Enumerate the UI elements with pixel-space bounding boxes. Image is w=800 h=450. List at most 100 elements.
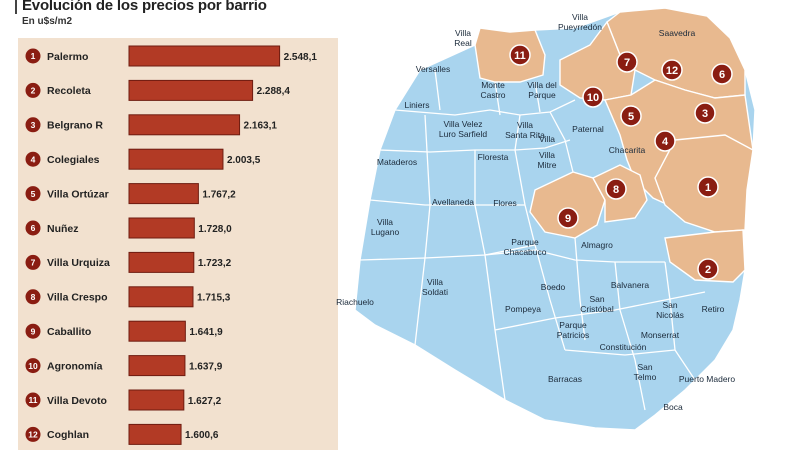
neighborhood-label-villa-mitre: Villa Mitre [538,150,557,170]
chart-title: Evolución de los precios por barrio [22,0,267,14]
neighborhood-label-versalles: Versalles [416,64,451,74]
map-border [664,261,696,381]
chart-panel [18,38,338,450]
svg-text:11: 11 [514,50,526,62]
value-label: 1.600,6 [185,430,219,441]
rank-badge [25,426,41,442]
bar [128,79,254,101]
map-marker-9: 9 [557,207,579,229]
map-border [484,249,665,263]
rank-badge [25,220,41,236]
svg-text:5: 5 [628,111,634,123]
value-label: 1.767,2 [202,189,236,200]
value-label: 1.627,2 [188,396,222,407]
category-label: Palermo [47,51,88,63]
map-marker-6: 6 [711,63,733,85]
neighborhood-label-villa-soldati: Villa Soldati [422,277,448,297]
map-border [494,81,501,116]
map-border [614,261,646,411]
rank-label: 7 [31,258,36,268]
rank-badge [25,392,41,408]
map-region [559,20,636,101]
neighborhood-label-boca: Boca [663,402,683,412]
map-marker-5: 5 [620,105,642,127]
bar [128,45,281,67]
neighborhood-label-san-telmo: San Telmo [634,362,657,382]
price-bar-chart: 1 Palermo 2.548,1 2 Recoleta 2.288,4 3 Belgrano… [25,45,317,445]
bar-row: 6 Nuñez 1.728,0 [25,217,232,239]
neighborhood-label-villa-real: Villa Real [454,28,472,48]
neighborhood-label-san-nicolas: San Nicolás [656,300,684,320]
neighborhood-label-mataderos: Mataderos [377,157,417,167]
rank-label: 3 [31,120,36,130]
bar [128,423,182,445]
map-border [494,291,706,331]
neighborhood-label-almagro: Almagro [581,240,613,250]
bar-row: 5 Villa Ortúzar 1.767,2 [25,183,236,205]
rank-label: 4 [31,154,36,164]
map-marker-7: 7 [616,51,638,73]
buenos-aires-map: Saavedra Villa Pueyrredón Villa Real Versalle… [336,7,756,431]
neighborhood-label-villa-santa-rita: Villa Santa Rita [505,120,545,140]
bar-row: 11 Villa Devoto 1.627,2 [25,389,222,411]
neighborhood-label-chacarita: Chacarita [609,145,646,155]
map-marker-1: 1 [697,176,719,198]
neighborhood-label-barracas: Barracas [548,374,582,384]
neighborhood-label-parque-chacabuco: Parque Chacabuco [503,237,546,257]
svg-text:4: 4 [662,136,669,148]
neighborhood-label-retiro: Retiro [702,304,725,314]
neighborhood-label-avellaneda: Avellaneda [432,197,474,207]
chart-subtitle: En u$s/m2 [22,16,73,27]
map-region [529,171,606,239]
bar [128,355,186,377]
map-marker-10: 10 [582,86,604,108]
value-label: 1.641,9 [189,327,223,338]
neighborhood-label-liniers: Liniers [404,100,429,110]
value-label: 1.637,9 [189,361,223,372]
bar [128,148,224,170]
value-label: 2.288,4 [257,86,291,97]
svg-text:8: 8 [613,184,619,196]
category-label: Agronomía [47,360,103,372]
neighborhood-label-parque-patricios: Parque Patricios [557,320,590,340]
category-label: Belgrano R [47,120,103,132]
rank-label: 8 [31,292,36,302]
svg-text:7: 7 [624,57,630,69]
category-label: Villa Ortúzar [47,188,109,200]
neighborhood-label-monte-castro: Monte Castro [480,80,505,100]
neighborhood-label-flores: Flores [493,198,517,208]
neighborhood-label-san-cristobal: San Cristóbal [580,294,614,314]
rank-label: 11 [29,395,38,405]
svg-text:9: 9 [565,213,571,225]
map-border [394,99,576,116]
neighborhood-label-villa-lugano: Villa Lugano [371,217,400,237]
rank-label: 10 [28,361,38,371]
rank-badge [25,82,41,98]
svg-text:12: 12 [666,65,678,77]
neighborhood-label-paternal: Paternal [572,124,604,134]
rank-badge [25,289,41,305]
map-border [564,349,676,356]
value-label: 2.003,5 [227,155,261,166]
bar-row: 7 Villa Urquiza 1.723,2 [25,251,232,273]
bar-row: 10 Agronomía 1.637,9 [25,355,223,377]
neighborhood-label-monserrat: Monserrat [641,330,680,340]
bar [128,389,185,411]
svg-text:1: 1 [705,182,711,194]
category-label: Colegiales [47,154,100,166]
neighborhood-label-villa-velez: Villa Velez Luro Sarfield [439,119,487,139]
category-label: Villa Urquiza [47,257,110,269]
neighborhood-label-riachuelo: Riachuelo [336,297,374,307]
map-region [664,229,746,283]
map-border [549,111,574,173]
svg-text:6: 6 [719,69,725,81]
svg-text:10: 10 [587,92,599,104]
map-marker-4: 4 [654,130,676,152]
bar [128,251,195,273]
map-border [434,69,441,111]
bar [128,217,195,239]
neighborhood-label-villa-del-parque: Villa del Parque [527,80,557,100]
rank-label: 5 [31,189,36,199]
title-accent-bar [15,0,17,14]
bar [128,320,186,342]
